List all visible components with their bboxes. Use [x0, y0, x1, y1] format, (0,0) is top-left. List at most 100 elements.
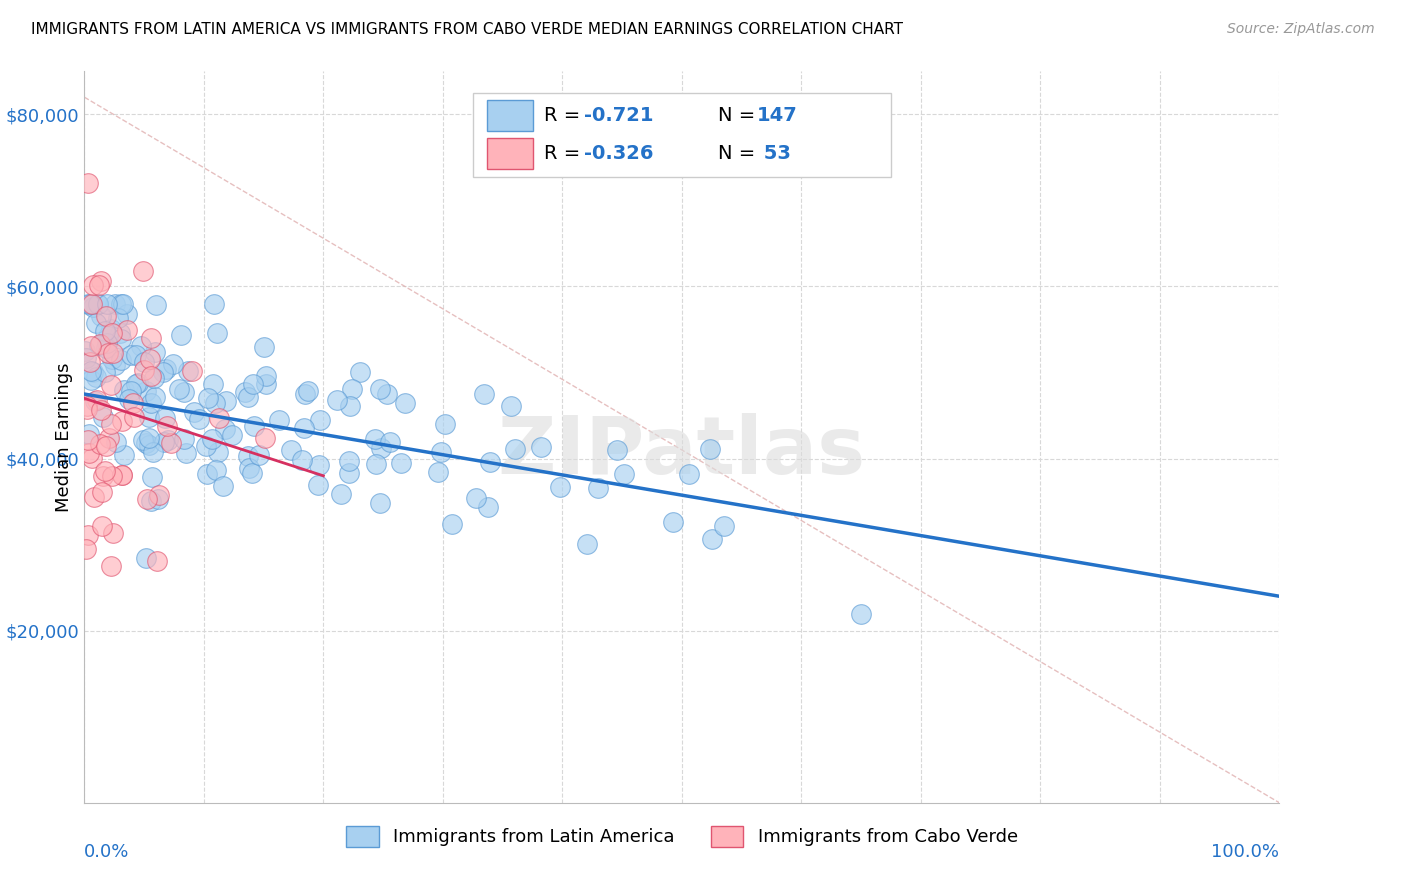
Point — [699, 442, 721, 456]
Text: -0.721: -0.721 — [583, 106, 654, 125]
Point — [197, 391, 219, 405]
Point — [183, 405, 205, 419]
Point — [201, 377, 224, 392]
Point — [851, 607, 873, 621]
Point — [125, 348, 148, 362]
Point — [240, 466, 263, 480]
Point — [110, 296, 132, 310]
FancyBboxPatch shape — [472, 94, 891, 178]
Point — [181, 364, 204, 378]
Point — [76, 402, 98, 417]
Point — [267, 413, 290, 427]
Point — [201, 432, 224, 446]
Text: N =: N = — [718, 144, 761, 162]
Point — [309, 413, 332, 427]
Point — [550, 479, 572, 493]
Point — [426, 465, 449, 479]
Point — [142, 445, 165, 459]
Point — [139, 494, 162, 508]
Point — [233, 384, 256, 399]
Point — [195, 467, 218, 481]
Point — [297, 384, 319, 398]
Point — [661, 515, 683, 529]
Point — [146, 553, 169, 567]
Point — [79, 355, 101, 369]
Point — [280, 443, 302, 458]
Point — [472, 386, 495, 401]
Point — [120, 348, 142, 362]
Point — [112, 383, 135, 397]
Point — [368, 382, 391, 396]
Point — [243, 419, 266, 434]
Point — [132, 433, 155, 447]
Point — [378, 435, 401, 450]
Point — [104, 434, 127, 449]
Point — [364, 433, 387, 447]
Point — [613, 467, 636, 482]
Point — [112, 296, 135, 310]
Point — [96, 336, 118, 351]
Point — [135, 550, 157, 565]
Text: R =: R = — [544, 106, 586, 125]
Point — [82, 300, 104, 314]
Point — [148, 488, 170, 502]
Point — [212, 478, 235, 492]
Text: -0.326: -0.326 — [583, 144, 654, 162]
Point — [91, 484, 114, 499]
Point — [77, 296, 100, 310]
Point — [125, 377, 148, 392]
Point — [339, 400, 361, 414]
Point — [205, 326, 228, 340]
Point — [152, 364, 174, 378]
Point — [127, 376, 149, 390]
Point — [337, 466, 360, 480]
Point — [100, 352, 122, 367]
Point — [368, 496, 391, 510]
Point — [111, 467, 134, 482]
Point — [167, 382, 190, 396]
Point — [75, 344, 97, 359]
Point — [86, 370, 108, 384]
Point — [107, 310, 129, 325]
Point — [337, 454, 360, 468]
Point — [254, 377, 277, 392]
Point — [291, 453, 314, 467]
Point — [110, 326, 132, 340]
Point — [477, 500, 499, 514]
Point — [101, 468, 124, 483]
Point — [97, 346, 120, 360]
Point — [370, 441, 392, 455]
Point — [96, 309, 118, 323]
Point — [87, 338, 110, 352]
Point — [366, 457, 388, 471]
Point — [153, 435, 176, 450]
Text: IMMIGRANTS FROM LATIN AMERICA VS IMMIGRANTS FROM CABO VERDE MEDIAN EARNINGS CORR: IMMIGRANTS FROM LATIN AMERICA VS IMMIGRA… — [31, 22, 903, 37]
Point — [430, 445, 453, 459]
Point — [96, 296, 118, 310]
Point — [141, 331, 163, 345]
Point — [294, 387, 316, 401]
Text: 100.0%: 100.0% — [1212, 843, 1279, 861]
Point — [122, 409, 145, 424]
Point — [139, 352, 162, 367]
Point — [100, 322, 122, 336]
Point — [162, 357, 184, 371]
Point — [94, 365, 117, 379]
Point — [340, 383, 363, 397]
Point — [84, 393, 107, 408]
Point — [110, 332, 132, 346]
Point — [238, 461, 260, 475]
Point — [433, 417, 456, 431]
Point — [145, 298, 167, 312]
Point — [253, 340, 276, 354]
Point — [177, 364, 200, 378]
Point — [205, 463, 228, 477]
Point — [91, 469, 114, 483]
Point — [100, 558, 122, 573]
Point — [80, 450, 103, 465]
Point — [132, 264, 155, 278]
Text: 0.0%: 0.0% — [84, 843, 129, 861]
Point — [157, 434, 180, 448]
Point — [141, 395, 163, 409]
Point — [242, 377, 264, 392]
